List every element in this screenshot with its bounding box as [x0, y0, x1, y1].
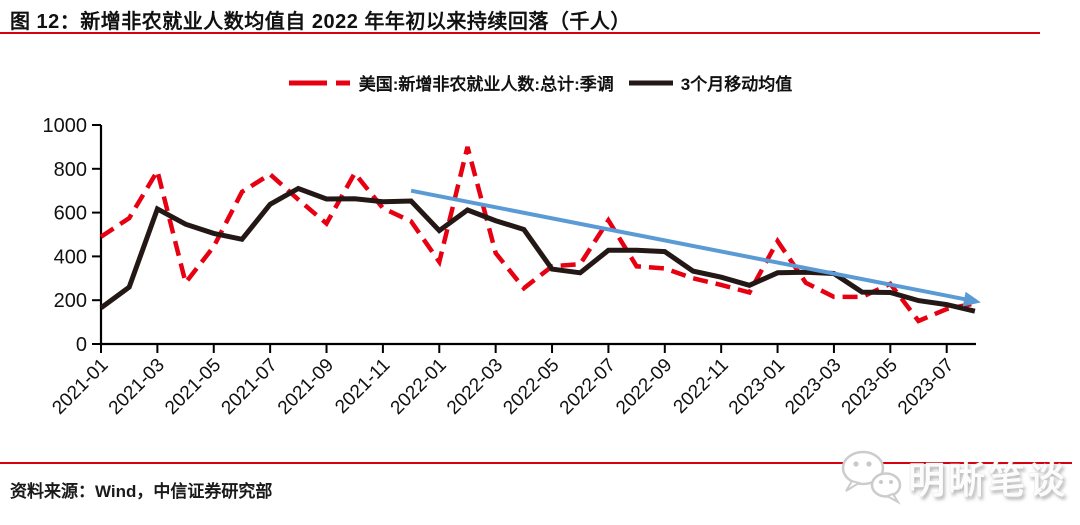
x-axis-ticks: 2021-012021-032021-052021-072021-092021-…	[48, 344, 958, 419]
x-tick-label: 2023-05	[838, 355, 902, 419]
chart-legend: 美国:新增非农就业人数:总计:季调 3个月移动均值	[0, 70, 1080, 95]
legend-label-moving-average: 3个月移动均值	[680, 75, 793, 94]
x-tick-label: 2022-01	[387, 355, 451, 419]
x-tick-label: 2023-01	[725, 355, 789, 419]
y-axis-ticks: 0 200 400 600 800 1000	[43, 115, 101, 356]
x-tick-label: 2022-09	[612, 355, 676, 419]
y-tick-label: 1000	[43, 115, 88, 137]
wechat-watermark: 明晰笔谈	[838, 448, 1068, 506]
x-tick-label: 2022-07	[556, 355, 620, 419]
title-underline	[0, 32, 1040, 34]
moving-average-line	[99, 185, 976, 314]
y-tick-label: 800	[54, 159, 87, 181]
x-tick-label: 2022-03	[443, 355, 507, 419]
x-tick-label: 2021-03	[105, 355, 169, 419]
x-tick-label: 2023-07	[894, 355, 958, 419]
source-note: 资料来源：Wind，中信证券研究部	[10, 482, 273, 501]
line-chart: 020040060080010002021-012021-032021-0520…	[43, 115, 981, 419]
figure-title: 图 12：新增非农就业人数均值自 2022 年年初以来持续回落（千人）	[10, 11, 631, 33]
legend-label-payrolls: 美国:新增非农就业人数:总计:季调	[358, 75, 614, 94]
x-tick-label: 2022-05	[499, 355, 563, 419]
x-tick-label: 2021-05	[161, 355, 225, 419]
trend-arrow	[410, 188, 981, 307]
x-tick-label: 2021-09	[274, 355, 338, 419]
x-tick-label: 2021-07	[218, 355, 282, 419]
wechat-icon	[841, 450, 902, 505]
watermark-text: 明晰笔谈	[908, 460, 1068, 501]
axes	[99, 125, 976, 346]
x-tick-label: 2021-01	[48, 355, 112, 419]
red-dashed-line-marker	[288, 80, 352, 85]
legend-item-moving-average: 3个月移动均值	[628, 70, 792, 95]
y-tick-label: 0	[76, 334, 87, 356]
x-tick-label: 2022-11	[670, 355, 733, 418]
x-tick-label: 2021-11	[331, 355, 394, 418]
y-tick-label: 600	[54, 203, 87, 225]
black-solid-line-marker	[628, 80, 673, 85]
y-tick-label: 400	[54, 246, 87, 268]
x-tick-label: 2023-03	[781, 355, 845, 419]
y-tick-label: 200	[54, 290, 87, 312]
legend-item-payrolls: 美国:新增非农就业人数:总计:季调	[288, 70, 614, 95]
payrolls-line	[99, 146, 976, 324]
footer-rule	[0, 462, 1072, 464]
